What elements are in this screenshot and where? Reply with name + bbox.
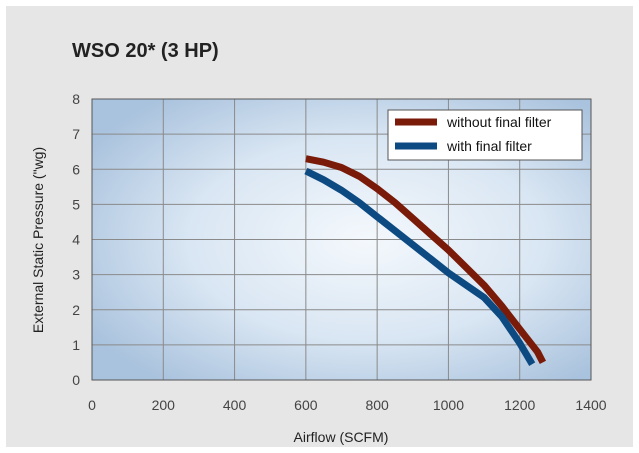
series-layer — [304, 155, 547, 366]
legend-box — [387, 109, 583, 161]
y-axis-label: External Static Pressure ("wg) — [30, 147, 46, 333]
y-tick-label: 7 — [72, 126, 80, 142]
series-line-with-final-filter — [304, 167, 536, 366]
x-axis-ticks: 0 200 400 600 800 1000 1200 1400 — [88, 397, 607, 413]
x-tick-label: 200 — [152, 397, 176, 413]
y-tick-label: 1 — [72, 337, 80, 353]
legend-label-without-final-filter: without final filter — [446, 114, 552, 130]
y-tick-label: 2 — [72, 302, 80, 318]
x-tick-label: 1000 — [433, 397, 464, 413]
y-tick-label: 8 — [72, 91, 80, 107]
plot-border — [91, 98, 592, 381]
y-tick-label: 6 — [72, 161, 80, 177]
y-tick-label: 4 — [72, 232, 80, 248]
x-tick-label: 1400 — [575, 397, 606, 413]
chart-title: WSO 20* (3 HP) — [72, 40, 219, 62]
x-tick-label: 400 — [223, 397, 247, 413]
x-tick-label: 1200 — [504, 397, 535, 413]
x-axis-label: Airflow (SCFM) — [294, 429, 389, 445]
y-axis-ticks: 0 1 2 3 4 5 6 7 8 — [72, 91, 80, 388]
series-line-without-final-filter — [305, 155, 547, 365]
x-tick-label: 800 — [365, 397, 389, 413]
legend: without final filter with final filter — [387, 109, 583, 161]
x-tick-label: 0 — [88, 397, 96, 413]
x-tick-label: 600 — [294, 397, 318, 413]
y-tick-label: 3 — [72, 267, 80, 283]
y-tick-label: 5 — [72, 196, 80, 212]
y-tick-label: 0 — [72, 372, 80, 388]
legend-label-with-final-filter: with final filter — [446, 138, 532, 154]
